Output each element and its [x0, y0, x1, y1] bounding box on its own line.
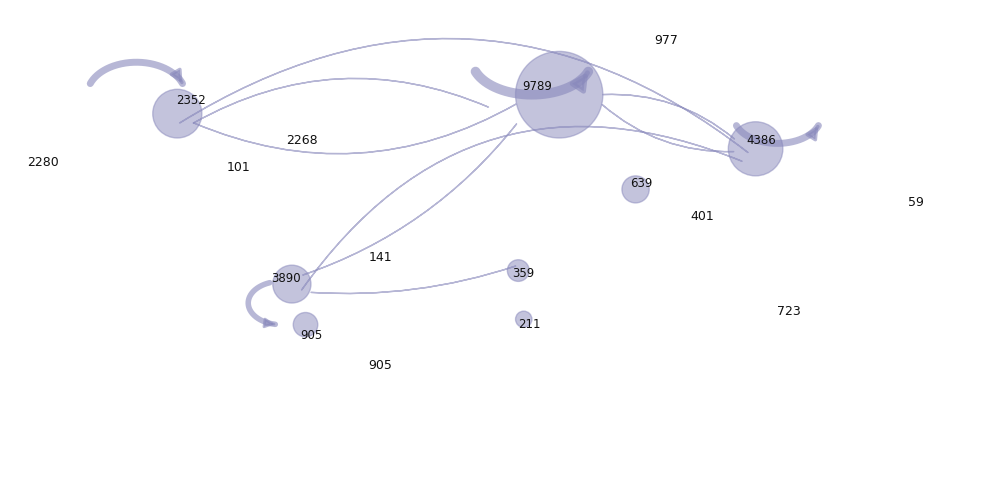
FancyArrowPatch shape	[311, 266, 516, 294]
Text: 977: 977	[655, 34, 679, 47]
Text: 905: 905	[300, 329, 322, 342]
FancyArrowPatch shape	[301, 127, 742, 290]
Text: 3890: 3890	[272, 272, 301, 285]
Text: 59: 59	[908, 196, 924, 209]
Text: 141: 141	[368, 250, 392, 263]
FancyArrowPatch shape	[602, 105, 734, 151]
Text: 359: 359	[513, 267, 535, 280]
Text: 4386: 4386	[746, 134, 776, 147]
Text: 2352: 2352	[176, 94, 206, 107]
Text: 401: 401	[690, 210, 714, 223]
Ellipse shape	[516, 311, 532, 327]
Text: 2280: 2280	[27, 156, 59, 169]
Text: 9789: 9789	[522, 80, 552, 93]
FancyArrowPatch shape	[603, 94, 735, 139]
FancyArrowPatch shape	[193, 78, 488, 123]
Text: 2268: 2268	[287, 134, 318, 147]
Ellipse shape	[153, 89, 202, 138]
FancyArrowPatch shape	[180, 38, 748, 152]
Ellipse shape	[622, 176, 649, 203]
Text: 101: 101	[227, 161, 250, 174]
Ellipse shape	[273, 265, 311, 303]
FancyArrowPatch shape	[193, 104, 516, 154]
Ellipse shape	[516, 52, 603, 138]
Ellipse shape	[508, 260, 529, 281]
Ellipse shape	[294, 313, 318, 337]
FancyArrowPatch shape	[302, 124, 517, 275]
Text: 905: 905	[368, 359, 392, 372]
Text: 639: 639	[629, 177, 652, 190]
Text: 211: 211	[518, 318, 540, 331]
Text: 723: 723	[778, 305, 801, 318]
Ellipse shape	[729, 122, 783, 176]
